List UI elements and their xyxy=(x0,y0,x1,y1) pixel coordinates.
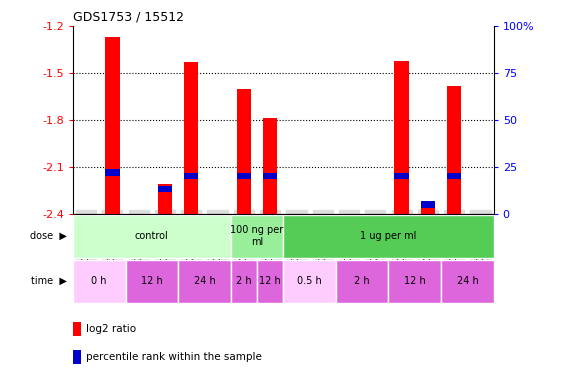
Bar xyxy=(184,62,199,214)
Bar xyxy=(336,260,388,303)
Text: 2 h: 2 h xyxy=(355,276,370,286)
Text: 12 h: 12 h xyxy=(141,276,163,286)
Bar xyxy=(388,260,441,303)
Text: dose  ▶: dose ▶ xyxy=(30,231,67,241)
Text: 0 h: 0 h xyxy=(91,276,107,286)
Bar xyxy=(73,214,231,258)
Bar xyxy=(283,260,336,303)
Text: time  ▶: time ▶ xyxy=(31,276,67,286)
Text: 1 ug per ml: 1 ug per ml xyxy=(360,231,417,241)
Text: 24 h: 24 h xyxy=(457,276,479,286)
Bar xyxy=(263,118,277,214)
Bar xyxy=(257,260,283,303)
Bar xyxy=(105,170,119,176)
Bar xyxy=(441,260,494,303)
Bar xyxy=(126,260,178,303)
Text: 2 h: 2 h xyxy=(236,276,252,286)
Text: 12 h: 12 h xyxy=(404,276,426,286)
Bar xyxy=(421,203,435,214)
Bar xyxy=(184,173,199,179)
Bar xyxy=(447,173,462,179)
Bar xyxy=(394,173,409,179)
Text: 12 h: 12 h xyxy=(259,276,281,286)
Bar xyxy=(283,214,494,258)
Text: percentile rank within the sample: percentile rank within the sample xyxy=(85,352,261,362)
Bar xyxy=(105,37,119,214)
Bar xyxy=(158,186,172,192)
Text: GDS1753 / 15512: GDS1753 / 15512 xyxy=(73,11,184,24)
Text: log2 ratio: log2 ratio xyxy=(85,324,136,334)
Bar xyxy=(237,89,251,214)
Bar xyxy=(178,260,231,303)
Bar xyxy=(73,322,81,336)
Bar xyxy=(263,173,277,179)
Bar xyxy=(237,173,251,179)
Bar xyxy=(73,260,126,303)
Bar xyxy=(231,214,283,258)
Bar xyxy=(73,350,81,364)
Text: 0.5 h: 0.5 h xyxy=(297,276,322,286)
Text: control: control xyxy=(135,231,169,241)
Bar xyxy=(231,260,257,303)
Bar xyxy=(158,184,172,214)
Bar xyxy=(421,201,435,207)
Text: 24 h: 24 h xyxy=(194,276,215,286)
Bar xyxy=(447,86,462,214)
Bar xyxy=(394,61,409,214)
Text: 100 ng per
ml: 100 ng per ml xyxy=(231,225,284,247)
